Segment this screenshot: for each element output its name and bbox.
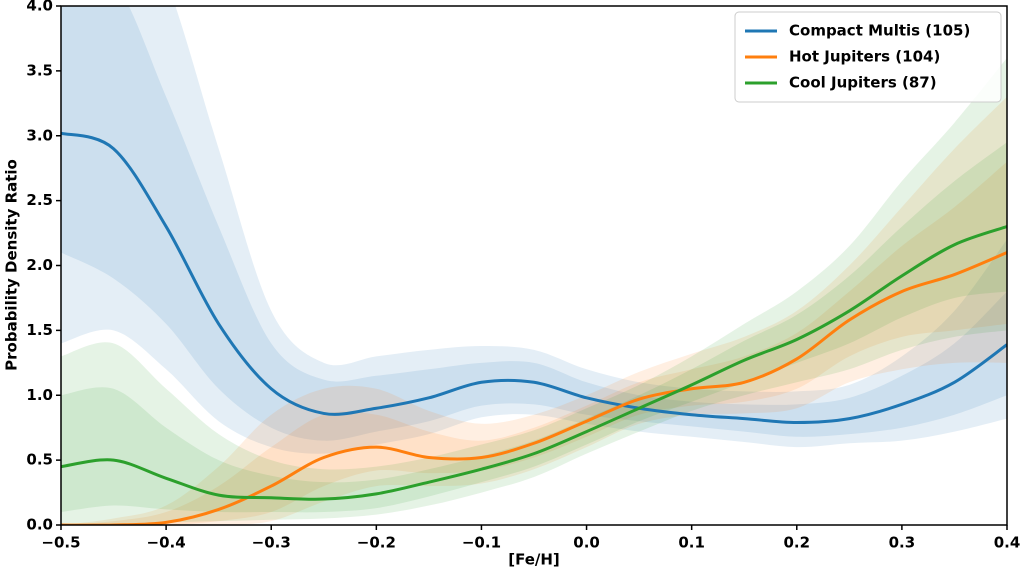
x-tick-label: 0.3 — [889, 534, 916, 552]
confidence-band — [61, 57, 1007, 525]
confidence-band — [61, 161, 1007, 525]
x-tick-label: 0.1 — [678, 534, 705, 552]
legend-label: Compact Multis (105) — [789, 22, 970, 40]
legend-label: Cool Jupiters (87) — [789, 74, 937, 92]
x-tick-label: −0.5 — [41, 534, 80, 552]
y-tick-label: 2.0 — [26, 256, 53, 274]
y-tick-label: 1.5 — [26, 321, 53, 339]
y-tick-label: 3.5 — [26, 61, 53, 79]
y-axis-label: Probability Density Ratio — [3, 159, 21, 371]
x-tick-label: −0.3 — [252, 534, 291, 552]
x-tick-label: −0.2 — [357, 534, 396, 552]
lines — [61, 131, 1007, 525]
confidence-band — [61, 96, 1007, 525]
x-tick-label: 0.4 — [994, 534, 1021, 552]
confidence-band — [61, 6, 1007, 454]
x-tick-label: −0.1 — [462, 534, 501, 552]
x-tick-label: −0.4 — [147, 534, 186, 552]
y-tick-label: 0.0 — [26, 516, 53, 534]
y-tick-label: 1.0 — [26, 386, 53, 404]
series-line — [61, 225, 1007, 501]
x-tick-label: 0.2 — [783, 534, 810, 552]
series-line — [61, 251, 1007, 525]
x-axis-label: [Fe/H] — [508, 551, 560, 569]
y-tick-label: 0.5 — [26, 451, 53, 469]
x-tick-label: 0.0 — [573, 534, 600, 552]
series-line — [61, 131, 1007, 424]
y-tick-label: 4.0 — [26, 0, 53, 15]
legend-label: Hot Jupiters (104) — [789, 48, 940, 66]
confidence-band — [61, 6, 1007, 441]
y-tick-label: 3.0 — [26, 126, 53, 144]
y-tick-label: 2.5 — [26, 191, 53, 209]
legend-box — [734, 11, 1002, 103]
